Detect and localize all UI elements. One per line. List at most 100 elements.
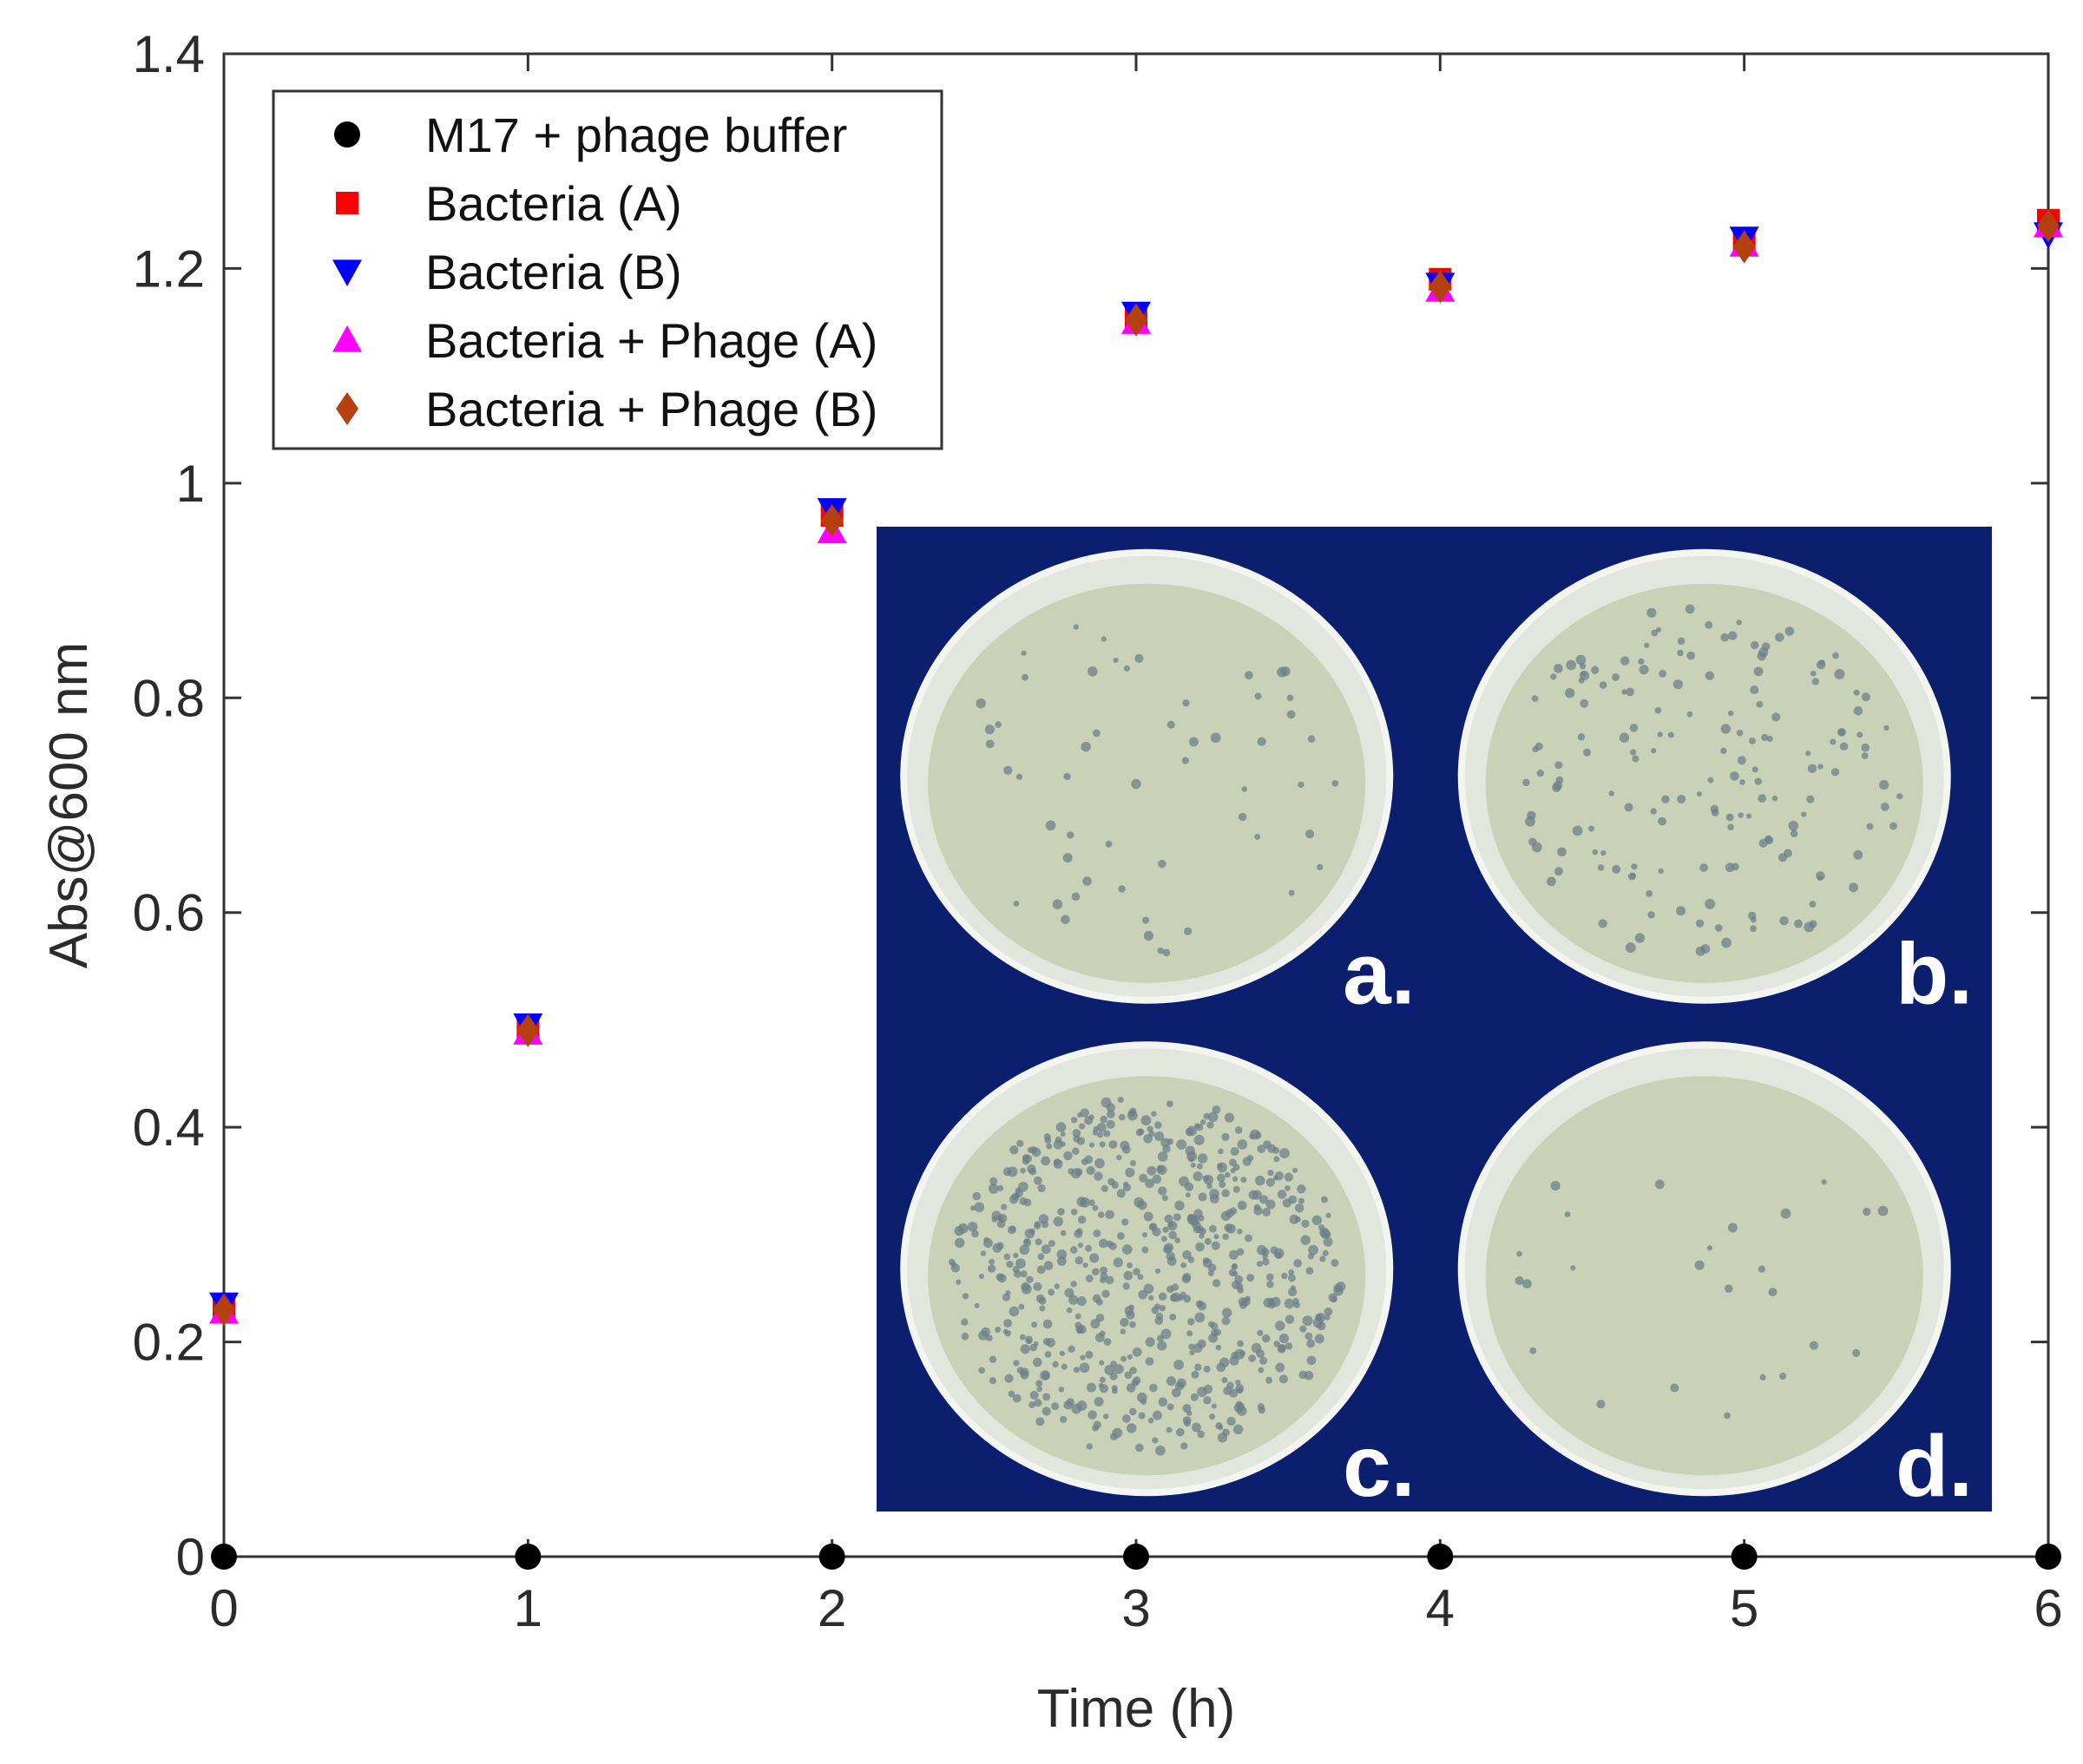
- plaque-dot: [1184, 927, 1193, 935]
- plaque-dot: [1235, 1384, 1245, 1393]
- plaque-dot: [1212, 1279, 1221, 1288]
- plaque-dot: [1650, 808, 1657, 815]
- plaque-dot: [1262, 1254, 1268, 1260]
- plaque-dot: [1039, 1305, 1046, 1312]
- plaque-dot: [1016, 1139, 1024, 1147]
- plaque-dot: [1037, 1184, 1046, 1192]
- plaque-dot: [1074, 1256, 1084, 1265]
- plaque-dot: [1285, 1315, 1295, 1324]
- plaque-dot: [1625, 942, 1636, 954]
- plaque-dot: [1265, 1199, 1276, 1210]
- plaque-dot: [1277, 666, 1288, 678]
- plaque-dot: [1529, 1347, 1537, 1354]
- plaque-dot: [1320, 1196, 1328, 1203]
- plaque-dot: [1109, 1433, 1118, 1441]
- plaque-dot: [1122, 1414, 1131, 1423]
- plaque-dot: [1217, 1173, 1225, 1183]
- plaque-dot: [1160, 1236, 1167, 1243]
- plaque-dot: [1294, 1203, 1304, 1213]
- plaque-dot: [948, 1258, 956, 1266]
- plaque-dot: [1710, 804, 1719, 814]
- plaque-dot: [1020, 1370, 1029, 1380]
- plaque-dot: [1208, 1333, 1219, 1343]
- plaque-dot: [1225, 1223, 1236, 1234]
- plaque-dot: [1265, 1376, 1273, 1384]
- plaque-dot: [1074, 1313, 1081, 1320]
- plaque-dot: [1126, 1383, 1136, 1393]
- plaque-dot: [1210, 732, 1221, 744]
- plaque-dot: [974, 1302, 980, 1308]
- legend-box: [272, 89, 943, 450]
- plaque-dot: [1190, 1393, 1199, 1401]
- x-tick-label: 2: [818, 1579, 846, 1637]
- plaque-dot: [1126, 1423, 1137, 1433]
- plaque-dot: [1153, 1131, 1165, 1142]
- plaque-dot: [1639, 665, 1649, 675]
- plaque-dot: [1044, 1137, 1052, 1144]
- plaque-dot: [1155, 1445, 1166, 1456]
- plaque-dot: [1861, 743, 1870, 752]
- plaque-dot: [1100, 1266, 1108, 1275]
- plaque-dot: [1064, 1288, 1074, 1298]
- plaque-dot: [1657, 731, 1663, 738]
- plaque-dot: [1202, 1175, 1210, 1182]
- plaque-dot: [1143, 1134, 1153, 1144]
- plaque-dot: [1218, 1425, 1224, 1431]
- plaque-dot: [954, 1237, 965, 1249]
- plaque-dot: [1186, 1330, 1193, 1337]
- plaque-dot: [1173, 1360, 1185, 1370]
- plaque-dot: [1045, 820, 1056, 831]
- plaque-dot: [1070, 1281, 1077, 1288]
- plaque-dot: [1106, 1103, 1116, 1112]
- plaque-dot: [1154, 1121, 1162, 1129]
- plaque-dot: [1193, 1171, 1203, 1182]
- plaque-dot: [1034, 1222, 1042, 1230]
- plaque-dot: [1631, 863, 1638, 870]
- plaque-dot: [1221, 1132, 1230, 1142]
- plaque-dot: [1025, 1335, 1034, 1344]
- plaque-dot: [1608, 790, 1614, 797]
- plaque-dot: [1076, 1295, 1087, 1306]
- plaque-dot: [1056, 1249, 1068, 1260]
- plaque-dot: [1145, 1357, 1154, 1366]
- plaque-dot: [1120, 1328, 1127, 1334]
- plaque-dot: [1565, 688, 1575, 698]
- plaque-dot: [1213, 1234, 1219, 1240]
- x-tick-label: 6: [2034, 1579, 2062, 1637]
- plaque-dot: [1166, 1138, 1174, 1145]
- plaque-dot: [1570, 1265, 1576, 1271]
- plaque-dot: [1120, 1317, 1129, 1328]
- x-tick-label: 5: [1730, 1579, 1758, 1637]
- plaque-dot: [1522, 1279, 1532, 1289]
- plaque-dot: [1288, 1195, 1298, 1204]
- plaque-dot: [1745, 813, 1752, 819]
- plaque-dot: [1113, 1257, 1123, 1268]
- plaque-dot: [1293, 1258, 1303, 1268]
- plaque-dot: [1515, 1275, 1524, 1285]
- plaque-dot: [1029, 1228, 1035, 1235]
- plaque-dot: [1012, 1265, 1020, 1273]
- plaque-dot: [1237, 1228, 1243, 1235]
- plaque-dot: [1076, 1228, 1083, 1235]
- plaque-dot: [992, 1243, 1002, 1253]
- plaque-dot: [1081, 741, 1091, 752]
- plaque-dot: [1661, 795, 1670, 803]
- plaque-dot: [1077, 1215, 1087, 1224]
- plaque-dot: [1889, 822, 1897, 830]
- plaque-dot: [1612, 672, 1620, 681]
- plaque-dot: [1013, 901, 1020, 907]
- plaque-dot: [978, 1367, 986, 1374]
- plaque-dot: [1116, 1189, 1126, 1198]
- plaque-dot: [1211, 1403, 1217, 1409]
- plaque-dot: [1853, 689, 1860, 696]
- plaque-dot: [1248, 1354, 1257, 1362]
- plaque-dot: [1771, 712, 1781, 722]
- plaque-dot: [1098, 1382, 1104, 1388]
- plaque-dot: [1176, 1139, 1187, 1151]
- plaque-dot: [1654, 1179, 1665, 1190]
- plaque-dot: [1108, 1140, 1118, 1149]
- plaque-dot: [1651, 629, 1659, 637]
- plaque-dot: [1751, 766, 1758, 773]
- plaque-dot: [1212, 1105, 1221, 1114]
- plaque-dot: [1818, 659, 1825, 666]
